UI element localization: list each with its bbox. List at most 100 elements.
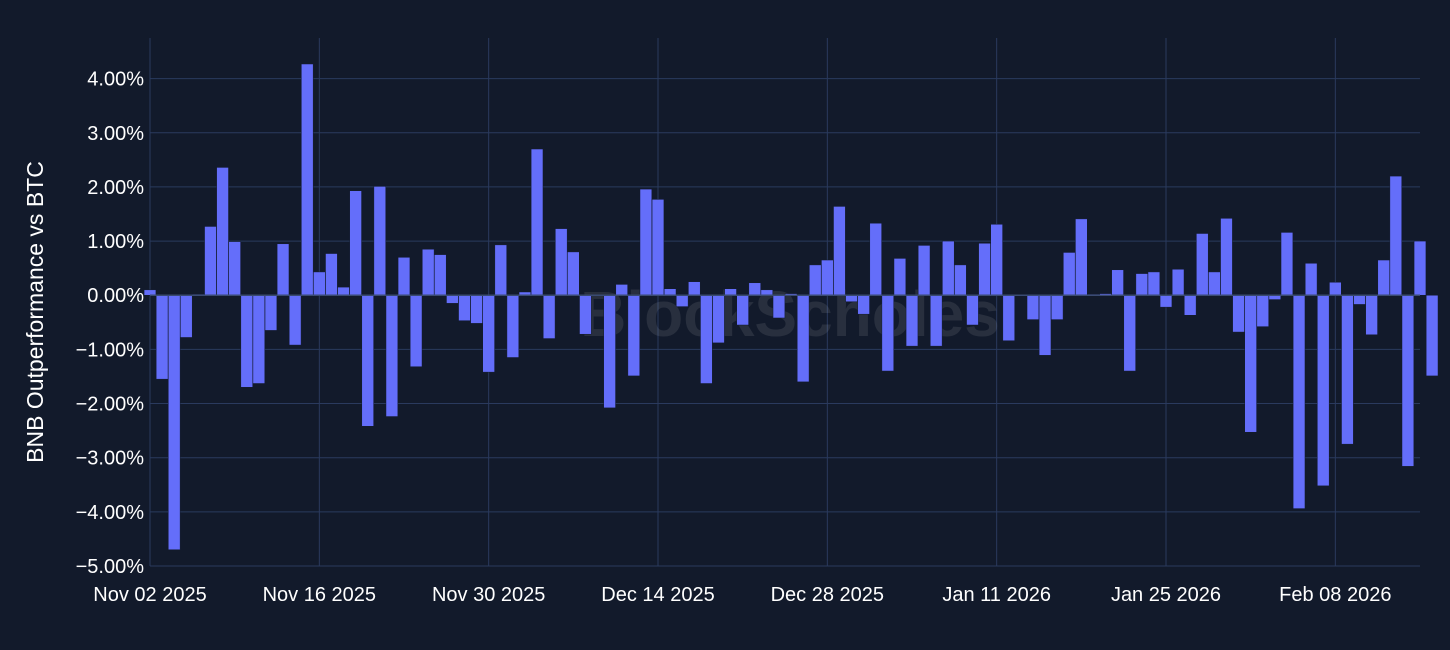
bar — [1159, 294, 1173, 308]
bar — [458, 294, 471, 321]
bar — [942, 240, 955, 296]
bar — [530, 148, 544, 296]
bar — [1353, 294, 1366, 305]
y-tick-label: −1.00% — [76, 339, 145, 361]
bar — [1002, 294, 1015, 341]
bar — [434, 254, 447, 296]
bar — [821, 259, 834, 296]
bar — [1244, 294, 1257, 433]
bar — [1026, 294, 1040, 320]
bar — [663, 288, 677, 296]
bar — [1413, 240, 1427, 296]
x-tick-label: Dec 14 2025 — [601, 584, 714, 606]
bar — [978, 242, 991, 296]
bar — [1135, 273, 1148, 296]
x-tick-label: Nov 30 2025 — [432, 584, 545, 606]
bar — [1220, 218, 1233, 296]
bar — [724, 288, 737, 296]
bar — [917, 245, 931, 296]
bar — [1256, 294, 1269, 327]
bar — [627, 294, 640, 377]
bar — [930, 294, 943, 347]
bar — [603, 294, 616, 409]
bar — [688, 281, 701, 296]
x-tick-label: Jan 25 2026 — [1111, 584, 1221, 606]
bar — [240, 294, 253, 388]
bar — [409, 294, 423, 367]
bar — [966, 294, 979, 326]
bar — [1425, 294, 1439, 377]
bar — [325, 253, 338, 296]
bar — [1184, 294, 1197, 316]
bar — [1232, 294, 1245, 333]
bar — [893, 258, 907, 296]
bar — [676, 294, 689, 307]
bar — [796, 294, 810, 383]
bar — [397, 257, 411, 296]
x-tick-label: Nov 02 2025 — [93, 584, 206, 606]
x-tick-label: Jan 11 2026 — [942, 584, 1051, 606]
bar — [1063, 252, 1076, 296]
bar — [651, 199, 665, 296]
bar — [845, 294, 858, 302]
bar — [1377, 259, 1390, 296]
bar — [809, 264, 822, 296]
bar — [204, 226, 217, 296]
y-tick-label: 0.00% — [87, 285, 144, 307]
bar — [700, 294, 713, 384]
bar — [1111, 269, 1124, 296]
x-tick-label: Dec 28 2025 — [771, 584, 884, 606]
bar — [301, 63, 314, 296]
bar — [1365, 294, 1378, 336]
bar — [494, 244, 507, 296]
bar — [555, 228, 568, 296]
bar — [615, 284, 628, 296]
bar — [1280, 232, 1294, 296]
bar — [1329, 281, 1342, 296]
x-axis-ticks: Nov 02 2025 Nov 16 2025 Nov 30 2025 Dec 14 … — [93, 584, 1391, 606]
bar — [1196, 233, 1209, 296]
bar — [567, 251, 580, 296]
bar — [857, 294, 870, 315]
bar — [1304, 263, 1318, 296]
y-tick-label: −4.00% — [76, 502, 145, 524]
bar — [881, 294, 894, 372]
y-axis-label: BNB Outperformance vs BTC — [22, 161, 48, 463]
y-tick-label: 1.00% — [87, 231, 144, 253]
x-tick-label: Feb 08 2026 — [1279, 584, 1391, 606]
bar — [954, 264, 967, 296]
y-tick-label: −5.00% — [76, 556, 145, 578]
bar — [579, 294, 592, 335]
y-tick-label: 4.00% — [87, 69, 144, 91]
bar — [1050, 294, 1064, 320]
bar — [905, 294, 919, 347]
bar — [361, 294, 374, 427]
bar — [288, 294, 302, 346]
bar — [736, 294, 749, 326]
bar — [422, 248, 435, 296]
bar — [1038, 294, 1052, 356]
bar — [216, 167, 229, 296]
bar — [373, 186, 386, 296]
bar — [712, 294, 725, 344]
bar — [772, 294, 786, 319]
bar — [252, 294, 266, 384]
bar — [506, 294, 520, 358]
bar — [1389, 175, 1402, 296]
x-tick-label: Nov 16 2025 — [263, 584, 376, 606]
bar — [1208, 271, 1221, 296]
y-tick-label: −2.00% — [76, 394, 145, 416]
bar — [748, 282, 761, 296]
bar — [143, 289, 157, 296]
y-tick-label: −3.00% — [76, 448, 145, 470]
bar — [180, 294, 193, 338]
bar — [639, 188, 653, 296]
bar — [869, 222, 882, 296]
bar — [276, 243, 290, 296]
bar — [313, 271, 326, 296]
bar — [349, 190, 362, 296]
bar — [1075, 218, 1088, 296]
bar — [264, 294, 278, 331]
bar-series — [143, 63, 1439, 551]
